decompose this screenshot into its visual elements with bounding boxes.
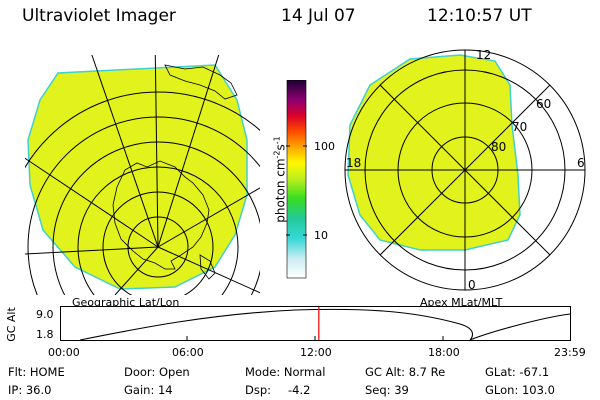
geographic-image [25, 55, 260, 295]
mode-info: Mode: Normal [245, 365, 326, 379]
glon-info: GLon: 103.0 [485, 383, 555, 397]
gain-info: Gain: 14 [124, 383, 173, 397]
island-coastline [199, 254, 216, 280]
time-label: 12:10:57 UT [427, 6, 532, 26]
mlt-label-18: 18 [346, 156, 362, 170]
door-info: Door: Open [124, 365, 190, 379]
date-label: 14 Jul 07 [281, 6, 356, 26]
lat-circle [25, 91, 260, 169]
geographic-label: Geographic Lat/Lon [72, 296, 180, 309]
unit-text: photon cm [273, 158, 288, 223]
seq-info: Seq: 39 [365, 383, 409, 397]
apex-label: Apex MLat/MLT [420, 296, 503, 309]
instrument-title: Ultraviolet Imager [22, 6, 176, 26]
mlt-label-0: 0 [468, 278, 476, 292]
mlt-label-6: 6 [577, 156, 585, 170]
mlat-label-70: 70 [512, 120, 528, 134]
australia-coastline [164, 64, 238, 100]
colorbar-unit-label: photon cm-2s-1 [273, 120, 288, 240]
time-tick-0000: 00:00 [48, 346, 80, 359]
aurora-image-area [27, 64, 248, 290]
ip-info: IP: 36.0 [8, 383, 52, 397]
meridian-line [91, 55, 159, 248]
unit-exponent: -1 [272, 136, 282, 145]
altitude-ylabel: GC Alt [4, 307, 18, 342]
meridian-line [157, 246, 260, 294]
antarctica-coastline [112, 160, 210, 270]
meridian-line [114, 246, 159, 295]
mlat-label-80: 80 [491, 140, 507, 154]
time-tick-1200: 12:00 [300, 346, 332, 359]
time-tick-0600: 06:00 [172, 346, 204, 359]
mlt-line [379, 84, 551, 256]
lat-circle [102, 191, 214, 295]
mlt-label-12: 12 [476, 48, 492, 62]
lat-circle [77, 166, 239, 295]
meridian-line [25, 157, 159, 248]
colorbar-tick-10: 10 [314, 229, 328, 242]
dsp-label: Dsp: [245, 383, 272, 397]
meridian-line [157, 187, 260, 248]
time-tick-1800: 18:00 [428, 346, 460, 359]
meridian-line [157, 55, 220, 248]
dsp-value: -4.2 [288, 383, 311, 397]
meridian-line [154, 55, 159, 248]
unit-text: s [273, 144, 288, 151]
time-tick-2359: 23:59 [554, 346, 586, 359]
lat-circle [27, 116, 260, 295]
mlat-label-60: 60 [536, 97, 552, 111]
gc-alt-info: GC Alt: 8.7 Re [365, 365, 446, 379]
altitude-ytick-bottom: 1.8 [36, 328, 54, 341]
magnetic-polar-plot [344, 49, 586, 291]
glat-info: GLat: -67.1 [485, 365, 550, 379]
color-bar-gradient [286, 80, 307, 279]
colorbar-tick-100: 100 [314, 140, 335, 153]
altitude-plot-frame [60, 306, 571, 341]
flt-info: Flt: HOME [8, 365, 65, 379]
altitude-ytick-top: 9.0 [36, 308, 54, 321]
altitude-curve [79, 308, 571, 341]
meridian-line [25, 246, 159, 255]
unit-exponent: -2 [272, 150, 282, 159]
lat-circle [52, 141, 260, 295]
color-bar [286, 80, 307, 279]
altitude-plot [60, 306, 571, 341]
